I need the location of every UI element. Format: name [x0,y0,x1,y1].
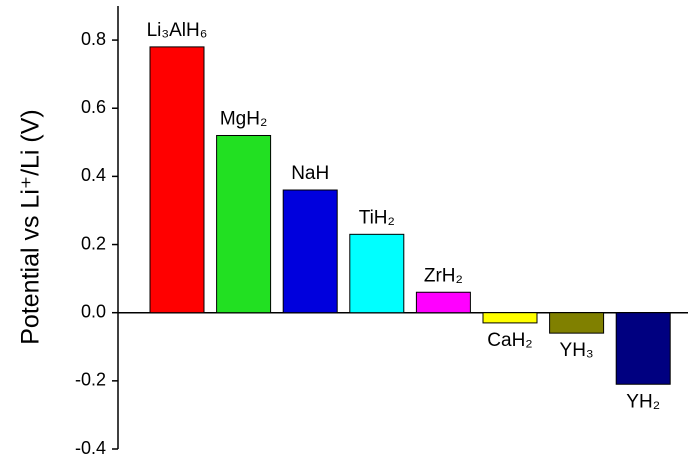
bar-label: CaH₂ [487,330,532,351]
bar [615,312,671,385]
y-tick-label: 0.8 [81,29,106,49]
bar-label: NaH [291,163,329,184]
bar-label: ZrH₂ [424,265,463,286]
y-tick-label: -0.2 [75,370,106,390]
bar [349,233,405,314]
bar [415,291,471,314]
y-tick-label: 0.0 [81,301,106,321]
bar [482,312,538,324]
y-tick-label: -0.4 [75,438,106,458]
y-tick-label: 0.6 [81,97,106,117]
bar-label: Li₃AlH₆ [147,20,208,41]
bar-label: TiH₂ [359,207,395,228]
bar [149,46,205,314]
bar-label: MgH₂ [220,109,268,130]
bar [282,189,338,314]
y-axis-label: Potential vs Li⁺/Li (V) [17,109,45,345]
bar-label: YH₃ [560,340,594,361]
y-tick-label: 0.2 [81,233,106,253]
y-tick-label: 0.4 [81,165,106,185]
bar [216,134,272,314]
bar-label: YH₂ [626,391,660,412]
bar [549,312,605,334]
